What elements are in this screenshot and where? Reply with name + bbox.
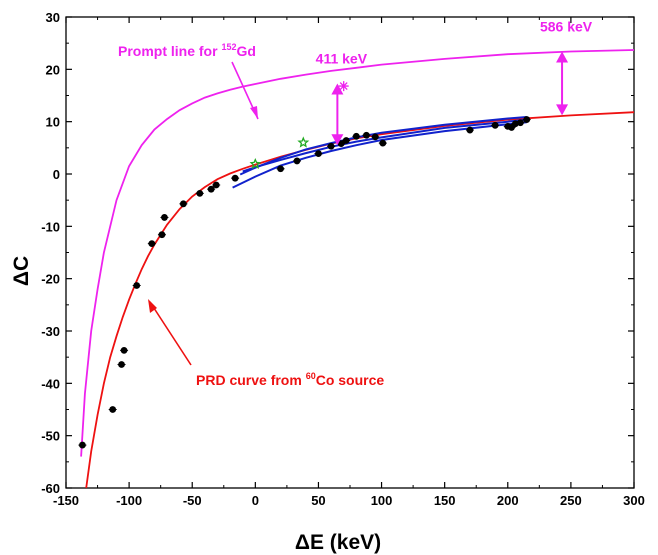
data-point bbox=[327, 142, 335, 150]
plot-frame bbox=[65, 16, 635, 489]
data-point bbox=[352, 132, 360, 140]
data-point bbox=[148, 240, 156, 248]
data-point bbox=[212, 181, 220, 189]
data-point bbox=[523, 116, 531, 123]
annotations: Prompt line for 152Gd PRD curve from 60C… bbox=[10, 42, 384, 554]
energy-arrow-head-down bbox=[556, 104, 569, 116]
x-tick-label: -100 bbox=[116, 493, 142, 508]
data-point bbox=[293, 157, 301, 165]
prd-curve bbox=[85, 111, 635, 489]
y-tick-label: 30 bbox=[46, 10, 60, 25]
x-tick-label: -50 bbox=[183, 493, 202, 508]
data-point bbox=[277, 165, 284, 173]
data-point bbox=[511, 120, 519, 128]
data-point bbox=[466, 126, 474, 134]
axes: -150 -100 -50 0 50 100 150 200 250 300-60-50-40-3… bbox=[41, 10, 645, 508]
data-point bbox=[79, 441, 86, 449]
energy-arrow-head-up bbox=[556, 51, 569, 63]
x-tick-label: 300 bbox=[623, 493, 645, 508]
x-tick-label: 150 bbox=[434, 493, 456, 508]
x-tick-label: -150 bbox=[53, 493, 79, 508]
x-tick-label: 100 bbox=[371, 493, 393, 508]
x-tick-label: 250 bbox=[560, 493, 582, 508]
prompt-line-label: Prompt line for 152Gd bbox=[118, 42, 256, 59]
y-tick-label: 10 bbox=[46, 115, 60, 130]
data-point bbox=[118, 361, 125, 368]
data-point bbox=[207, 185, 215, 193]
data-point bbox=[342, 137, 350, 144]
data-point bbox=[337, 140, 345, 148]
data-point bbox=[109, 406, 117, 413]
data-point bbox=[196, 189, 204, 197]
data-points bbox=[78, 81, 531, 449]
data-point bbox=[315, 150, 322, 157]
band-lower-curve bbox=[232, 121, 527, 189]
prompt-curve bbox=[80, 49, 635, 457]
data-point bbox=[517, 119, 524, 127]
y-tick-label: -10 bbox=[41, 219, 60, 234]
energy-arrows: 411 keV 586 keV bbox=[316, 19, 593, 146]
x-tick-label: 0 bbox=[252, 493, 259, 508]
y-tick-label: -30 bbox=[41, 324, 60, 339]
cross-point bbox=[338, 81, 349, 92]
y-tick-label: 20 bbox=[46, 62, 60, 77]
data-point bbox=[363, 131, 370, 139]
x-tick-label: 50 bbox=[311, 493, 325, 508]
data-point bbox=[120, 346, 128, 354]
data-point bbox=[133, 282, 141, 289]
data-point bbox=[491, 121, 499, 129]
data-point bbox=[371, 133, 379, 141]
prd-curve-label: PRD curve from 60Co source bbox=[196, 371, 384, 388]
data-point bbox=[161, 214, 168, 221]
x-axis-label: ΔE (keV) bbox=[295, 531, 381, 554]
curves bbox=[80, 49, 635, 489]
y-tick-label: -50 bbox=[41, 429, 60, 444]
data-point bbox=[179, 200, 187, 208]
energy-arrow-head-down bbox=[331, 134, 344, 146]
data-point bbox=[379, 139, 387, 147]
energy-arrow-label: 411 keV bbox=[316, 50, 368, 66]
y-tick-label: -40 bbox=[41, 376, 60, 391]
data-point bbox=[158, 231, 166, 239]
energy-arrow-head-up bbox=[331, 83, 344, 95]
x-tick-label: 200 bbox=[497, 493, 519, 508]
y-axis-label: ΔC bbox=[10, 256, 33, 286]
y-tick-label: -60 bbox=[41, 481, 60, 496]
prd-pointer-line bbox=[149, 301, 192, 366]
y-tick-label: -20 bbox=[41, 272, 60, 287]
energy-arrow-label: 586 keV bbox=[540, 19, 593, 35]
prd-pointer-head bbox=[148, 299, 157, 313]
star-point bbox=[297, 136, 310, 148]
prompt-pointer-head bbox=[250, 106, 258, 119]
data-point bbox=[231, 174, 239, 182]
star-point bbox=[249, 157, 262, 170]
y-tick-label: 0 bbox=[53, 167, 60, 182]
